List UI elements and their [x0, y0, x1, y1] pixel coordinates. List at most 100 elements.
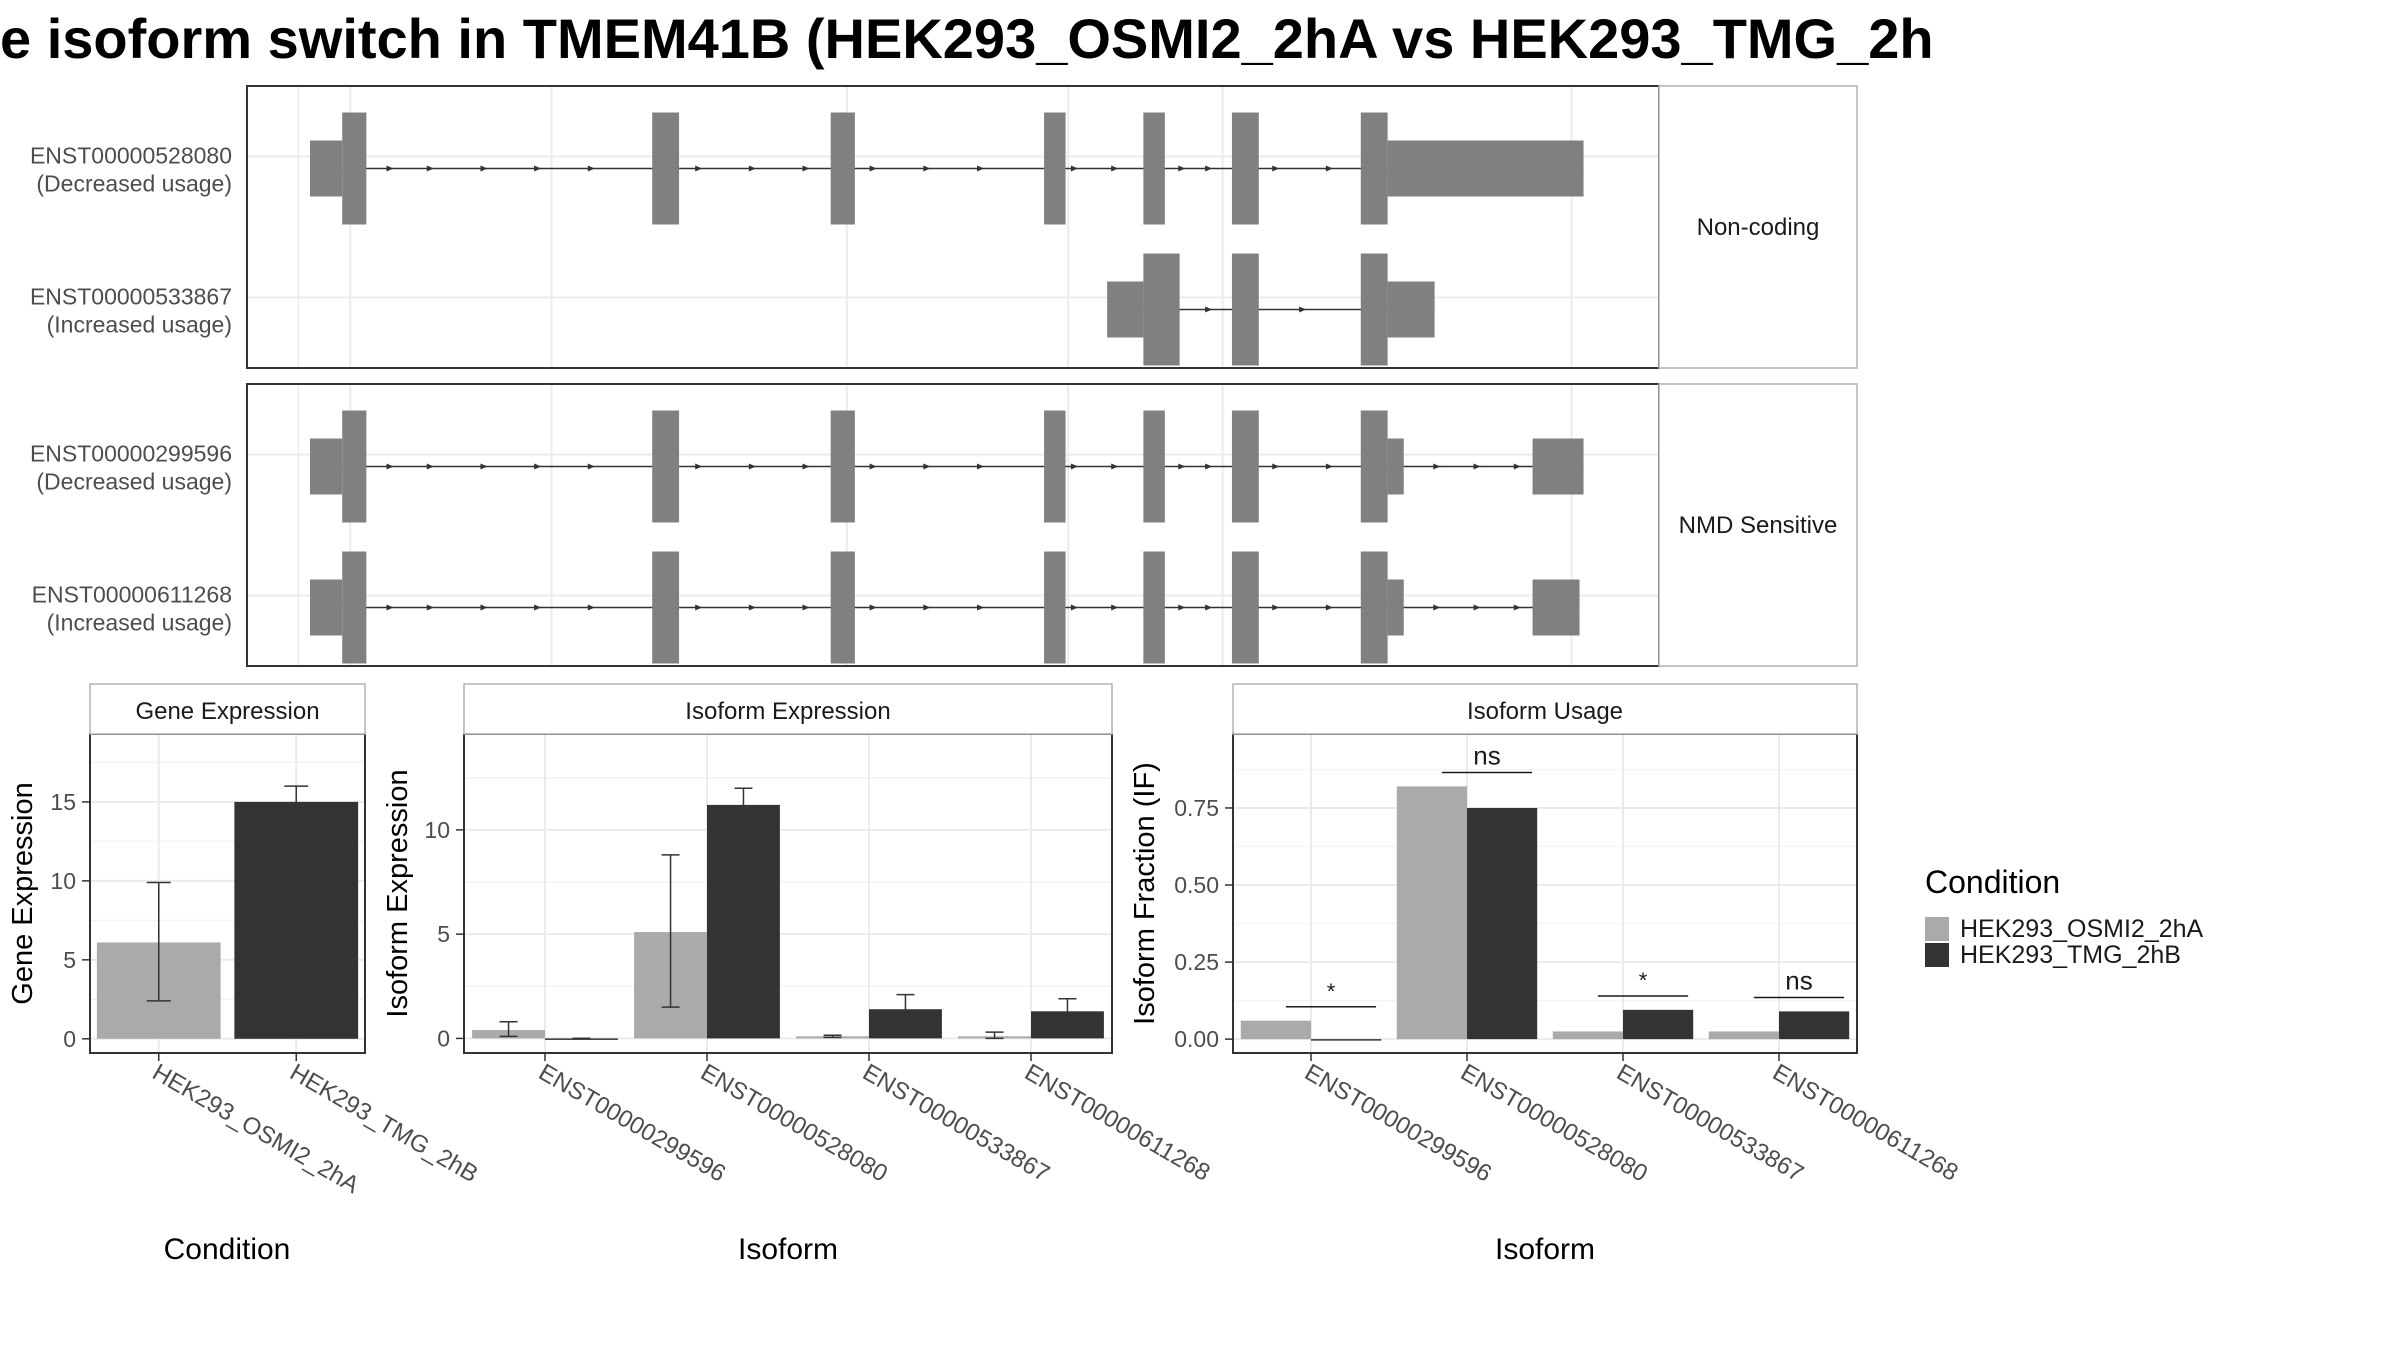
intron-arrow [480, 165, 488, 172]
transcript-track [310, 112, 1584, 225]
transcript-id-label: ENST00000533867 [30, 284, 232, 310]
intron-arrow [426, 165, 434, 172]
exon [652, 112, 680, 225]
panel-background [1233, 734, 1857, 1053]
intron-arrow [1205, 463, 1213, 470]
y-tick-label: 0 [437, 1025, 450, 1051]
exon [830, 112, 855, 225]
transcript-id-label: ENST00000528080 [30, 143, 232, 169]
legend-swatch [1925, 943, 1949, 967]
bar-panel-2: Isoform Expression0510ENST00000299596ENS… [382, 683, 1215, 1266]
exon [1360, 112, 1388, 225]
y-tick-label: 5 [437, 921, 450, 947]
legend-swatch [1925, 917, 1949, 941]
exon [1360, 410, 1388, 523]
intron-arrow [1433, 463, 1441, 470]
bar [1311, 1039, 1382, 1041]
transcript-id-label: ENST00000299596 [30, 441, 232, 467]
structure-panel-background [247, 384, 1659, 666]
exon [652, 551, 680, 664]
intron-arrow [1325, 604, 1333, 611]
intron-arrow [977, 604, 984, 611]
exon [1231, 253, 1259, 366]
intron-arrow [1070, 463, 1078, 470]
y-axis-title: Isoform Expression [382, 769, 414, 1017]
exon [1387, 281, 1435, 338]
intron-arrow [587, 604, 595, 611]
bar [1708, 1031, 1779, 1040]
intron-arrow [1178, 604, 1186, 611]
intron-arrow [1513, 604, 1521, 611]
exon [1532, 438, 1584, 495]
intron-arrow [1070, 604, 1078, 611]
y-tick-label: 10 [424, 817, 450, 843]
intron-arrow [977, 165, 984, 172]
panel-title: Isoform Usage [1467, 698, 1623, 725]
y-tick-label: 5 [63, 947, 76, 973]
intron-arrow [869, 463, 877, 470]
transcript-structure-panel: Non-coding ENST00000528080 (Decreased usag… [30, 85, 1858, 667]
exon [1107, 281, 1144, 338]
transcript-track [310, 410, 1584, 523]
y-tick-label: 0.50 [1174, 872, 1219, 898]
intron-arrow [802, 463, 810, 470]
intron-arrow [1272, 604, 1280, 611]
group-label: Non-coding [1697, 214, 1820, 241]
exon [342, 410, 367, 523]
structure-group: Non-coding [246, 85, 1858, 369]
figure-title: e isoform switch in TMEM41B (HEK293_OSMI… [0, 7, 1934, 70]
intron-arrow [748, 165, 756, 172]
intron-arrow [534, 165, 542, 172]
intron-arrow [587, 165, 595, 172]
intron-arrow [1178, 463, 1186, 470]
intron-arrow [1473, 463, 1481, 470]
x-axis-title: Isoform [1495, 1233, 1595, 1266]
intron-arrow [426, 604, 434, 611]
intron-arrow [869, 604, 877, 611]
intron-arrow [480, 604, 488, 611]
intron-arrow [695, 165, 703, 172]
intron-arrow [748, 604, 756, 611]
transcript-track [1107, 253, 1435, 366]
intron-arrow [1111, 604, 1119, 611]
significance-label: ns [1785, 966, 1812, 996]
transcript-usage-label: (Decreased usage) [36, 469, 232, 495]
intron-arrow [1513, 463, 1521, 470]
y-tick-label: 0.00 [1174, 1026, 1219, 1052]
group-strip [1658, 85, 1858, 369]
exon [1532, 579, 1580, 636]
exon [310, 579, 343, 636]
group-label: NMD Sensitive [1679, 512, 1838, 539]
y-tick-label: 10 [50, 868, 76, 894]
intron-arrow [1205, 306, 1213, 313]
bar [1623, 1009, 1694, 1040]
legend-title: Condition [1925, 864, 2060, 900]
x-axis-title: Condition [164, 1233, 291, 1266]
intron-arrow [1325, 463, 1333, 470]
structure-group: NMD Sensitive [246, 383, 1858, 667]
exon [1143, 112, 1165, 225]
exon [1360, 551, 1388, 664]
intron-arrow [587, 463, 595, 470]
bar [1467, 807, 1538, 1040]
exon [1044, 551, 1066, 664]
intron-arrow [386, 604, 394, 611]
intron-arrow [1111, 165, 1119, 172]
bar [1396, 786, 1467, 1040]
intron-arrow [977, 463, 984, 470]
transcript-usage-label: (Increased usage) [47, 312, 232, 338]
bar [234, 801, 359, 1039]
intron-arrow [386, 165, 394, 172]
x-axis-title: Isoform [738, 1233, 838, 1266]
significance-label: ns [1473, 741, 1500, 771]
bar [1240, 1020, 1311, 1040]
exon [1143, 551, 1165, 664]
panel-strip [463, 683, 1113, 735]
y-tick-label: 15 [50, 789, 76, 815]
y-axis-title: Isoform Fraction (IF) [1129, 762, 1161, 1025]
y-tick-label: 0 [63, 1026, 76, 1052]
intron-arrow [1205, 165, 1213, 172]
